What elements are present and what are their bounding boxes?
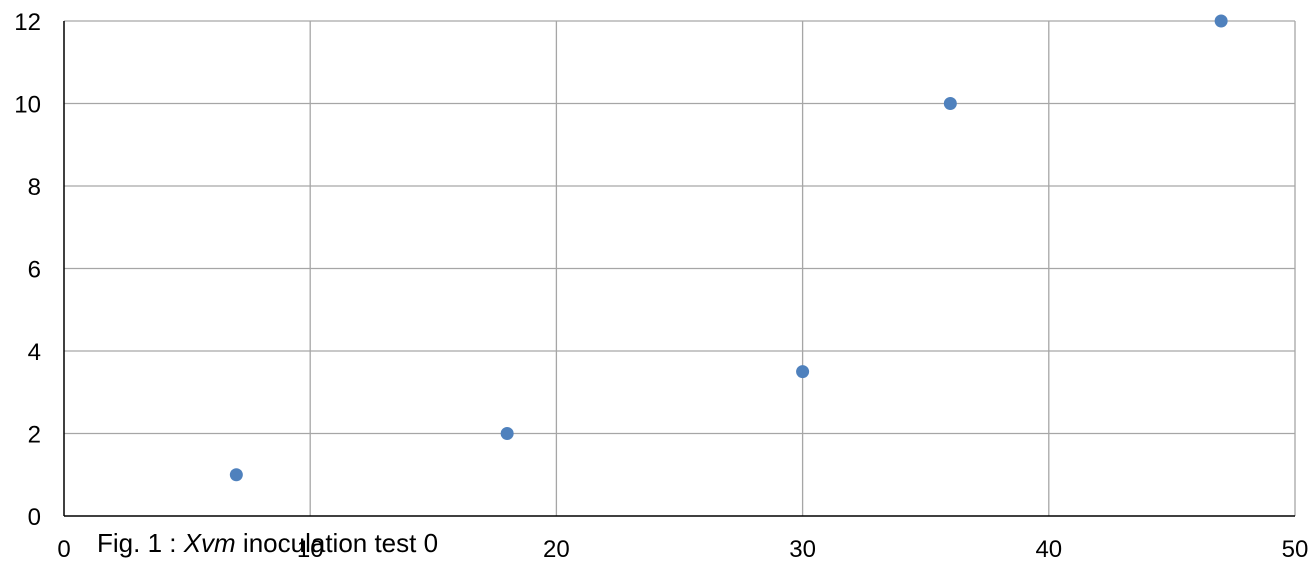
- x-tick-label: 30: [789, 536, 816, 563]
- data-points: [229, 14, 1228, 482]
- axes: [63, 21, 1295, 517]
- data-point: [500, 427, 514, 440]
- y-tick-label: 12: [14, 9, 41, 36]
- data-point: [229, 468, 243, 482]
- data-point: [796, 365, 810, 379]
- figure-caption: Fig. 1 : Xvm inoculation test 0: [97, 526, 438, 560]
- y-tick-label: 10: [14, 92, 41, 119]
- x-tick-label: 40: [1035, 536, 1062, 563]
- y-tick-label: 2: [28, 422, 41, 449]
- y-tick-label: 6: [28, 257, 41, 284]
- data-point: [943, 97, 957, 110]
- x-tick-label: 50: [1282, 536, 1309, 563]
- x-tick-label: 10: [297, 536, 324, 563]
- grid-lines: [64, 20, 1296, 516]
- y-tick-label: 0: [28, 504, 41, 531]
- x-tick-label: 0: [57, 536, 70, 563]
- y-tick-label: 4: [28, 339, 41, 366]
- data-point: [1214, 14, 1228, 28]
- caption-suffix: inoculation test 0: [235, 528, 439, 558]
- x-tick-label: 20: [543, 536, 570, 563]
- y-tick-label: 8: [28, 174, 41, 201]
- caption-prefix: Fig. 1 :: [97, 528, 184, 558]
- caption-species: Xvm: [183, 528, 236, 558]
- tick-labels: 0 2 4 6 8 10 12 0 10 20 30 40 50: [14, 9, 1308, 563]
